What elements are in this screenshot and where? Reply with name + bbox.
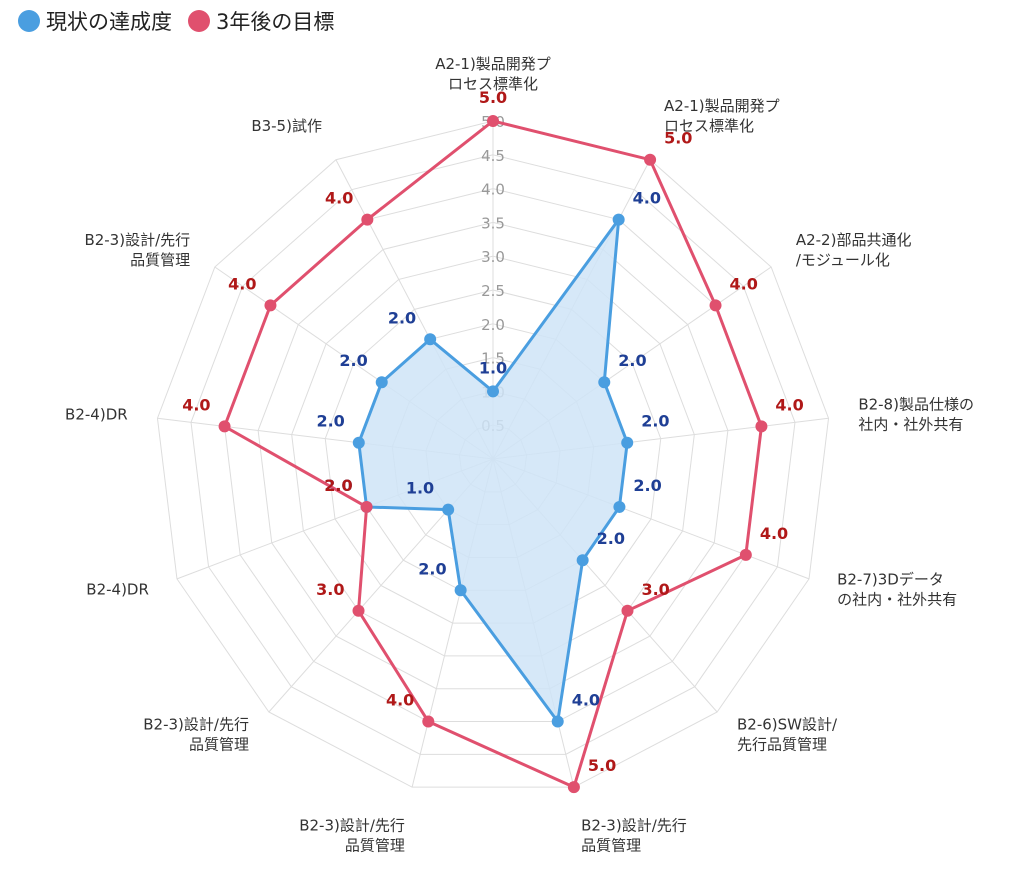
grid-ring-9 — [156, 120, 830, 788]
series-target-point-10 — [218, 420, 231, 433]
series-current-point-10 — [352, 436, 365, 449]
series-current-point-3 — [621, 436, 634, 449]
data-label-current-5: 2.0 — [597, 529, 625, 548]
category-label-8: B2-3)設計/先行品質管理 — [143, 715, 249, 753]
data-label-target-5: 3.0 — [641, 580, 669, 599]
data-label-target-1: 5.0 — [664, 129, 692, 148]
series-target-point-6 — [567, 781, 580, 794]
data-label-target-8: 3.0 — [316, 580, 344, 599]
series-current-point-2 — [598, 376, 611, 389]
category-label-11: B2-3)設計/先行品質管理 — [84, 231, 190, 269]
category-label-6: B2-3)設計/先行品質管理 — [581, 816, 687, 854]
series-target-point-2 — [709, 299, 722, 312]
data-label-current-6: 4.0 — [572, 691, 600, 710]
series-target-point-8 — [352, 604, 365, 617]
legend-item-target[interactable]: 3年後の目標 — [188, 6, 334, 36]
series-target-point-3 — [755, 420, 768, 433]
data-label-target-7: 4.0 — [386, 691, 414, 710]
data-label-target-3: 4.0 — [775, 395, 803, 414]
data-label-current-1: 4.0 — [633, 189, 661, 208]
data-label-current-8: 1.0 — [406, 479, 434, 498]
series-current-point-4 — [613, 500, 626, 513]
series-target-line — [223, 119, 763, 789]
series-current-point-5 — [576, 554, 589, 567]
legend-label-current: 現状の達成度 — [46, 10, 172, 34]
series-current-point-6 — [551, 715, 564, 728]
data-label-current-4: 2.0 — [633, 476, 661, 495]
series-target-point-5 — [621, 604, 634, 617]
data-label-target-2: 4.0 — [730, 274, 758, 293]
series-target-point-0 — [487, 115, 499, 127]
category-label-7: B2-3)設計/先行品質管理 — [299, 816, 405, 854]
series-target-point-4 — [739, 548, 752, 561]
tick-label-4: 2.5 — [481, 282, 505, 300]
data-label-target-10: 4.0 — [182, 395, 210, 414]
legend-swatch-current — [18, 10, 40, 32]
series-current-point-7 — [454, 584, 467, 597]
data-label-target-4: 4.0 — [760, 524, 788, 543]
data-label-current-11: 2.0 — [339, 351, 367, 370]
data-label-target-12: 4.0 — [325, 189, 353, 208]
category-label-3: B2-8)製品仕様の社内・社外共有 — [858, 396, 974, 434]
data-label-target-6: 5.0 — [588, 756, 616, 775]
grid-ring-5 — [291, 255, 695, 657]
category-label-4: B2-7)3Dデータの社内・社外共有 — [837, 570, 957, 608]
legend: 現状の達成度 3年後の目標 — [18, 6, 350, 36]
data-label-current-9: 2.0 — [324, 476, 352, 495]
data-label-target-0: 5.0 — [479, 88, 507, 107]
data-label-current-12: 2.0 — [388, 308, 416, 327]
data-label-target-11: 4.0 — [228, 274, 256, 293]
series-target-point-7 — [422, 715, 435, 728]
data-label-current-7: 2.0 — [418, 559, 446, 578]
tick-label-8: 4.5 — [481, 147, 505, 165]
series-current-point-11 — [375, 376, 388, 389]
data-label-current-0: 1.0 — [479, 358, 507, 377]
category-label-1: A2-1)製品開発プロセス標準化 — [664, 97, 780, 135]
legend-swatch-target — [188, 10, 210, 32]
grid-ring-6 — [257, 221, 729, 690]
category-label-2: A2-2)部品共通化/モジュール化 — [796, 231, 912, 269]
tick-label-2: 1.5 — [481, 350, 505, 368]
series-target-point-12 — [361, 213, 374, 226]
tick-label-6: 3.5 — [481, 214, 505, 232]
data-label-current-10: 2.0 — [316, 412, 344, 431]
grid-ring-8 — [190, 154, 796, 755]
data-label-current-3: 2.0 — [641, 412, 669, 431]
series-target-point-11 — [264, 299, 277, 312]
data-label-current-2: 2.0 — [618, 351, 646, 370]
series-current-area — [357, 218, 629, 724]
category-label-12: B3-5)試作 — [251, 117, 322, 135]
series-current-point-12 — [424, 333, 437, 346]
legend-item-current[interactable]: 現状の達成度 — [18, 6, 172, 36]
series-current-point-8 — [442, 503, 455, 516]
series-current-point-1 — [612, 213, 625, 226]
data-label-target-9: 2.0 — [324, 476, 352, 495]
category-label-0: A2-1)製品開発プロセス標準化 — [435, 55, 551, 93]
series-target-point-1 — [644, 153, 657, 166]
tick-label-5: 3.0 — [481, 248, 505, 266]
series-current-point-0 — [487, 385, 499, 398]
series-target-point-9 — [360, 500, 373, 513]
tick-label-3: 2.0 — [481, 316, 505, 334]
tick-label-7: 4.0 — [481, 181, 505, 199]
category-label-10: B2-4)DR — [65, 406, 128, 424]
legend-label-target: 3年後の目標 — [216, 10, 335, 34]
category-label-9: B2-4)DR — [86, 580, 149, 598]
category-label-5: B2-6)SW設計/先行品質管理 — [737, 715, 838, 753]
